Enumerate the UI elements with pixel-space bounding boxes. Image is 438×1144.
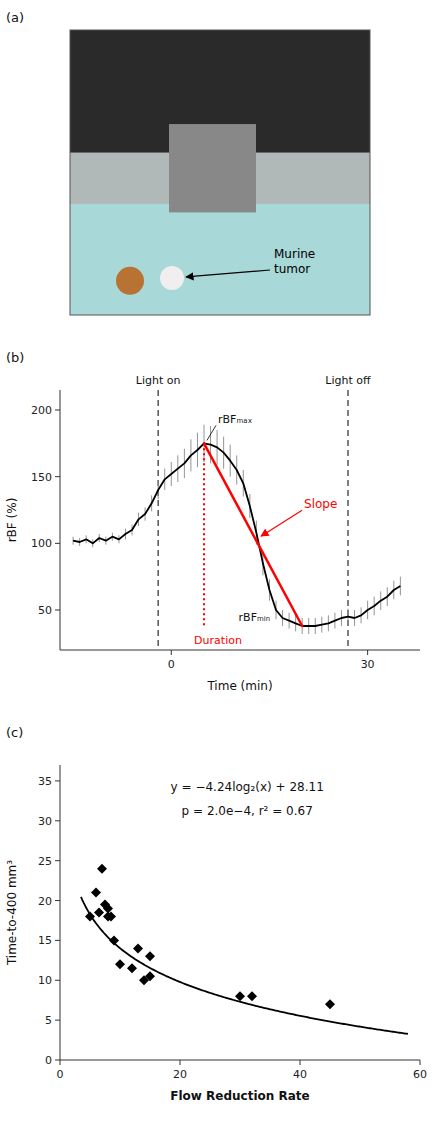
max-label: rBFₘₐₓ	[218, 413, 253, 426]
y-tick	[55, 860, 60, 861]
x-tick-label: 30	[361, 658, 375, 671]
y-tick	[55, 476, 60, 477]
photo-cylinder	[169, 124, 256, 212]
scatter-point	[97, 864, 107, 874]
fit-curve	[81, 897, 408, 1034]
x-tick-label: 20	[173, 1068, 187, 1081]
y-tick-label: 30	[38, 815, 52, 828]
scatter-point	[94, 908, 104, 918]
scatter-point	[106, 911, 116, 921]
panel-label: (c)	[6, 725, 23, 740]
y-tick	[55, 780, 60, 781]
y-tick	[55, 1060, 60, 1061]
x-tick-label: 40	[293, 1068, 307, 1081]
y-tick	[55, 1020, 60, 1021]
y-tick-label: 150	[31, 471, 52, 484]
duration-label: Duration	[194, 634, 242, 647]
x-tick	[180, 1060, 181, 1065]
event-label: Light on	[136, 374, 181, 387]
photo-coin	[116, 267, 144, 295]
y-tick	[55, 980, 60, 981]
x-axis	[60, 650, 420, 651]
y-tick-label: 200	[31, 404, 52, 417]
x-tick-label: 0	[57, 1068, 64, 1081]
annotation-line: Murine	[274, 247, 315, 261]
annotation-arrow	[186, 270, 270, 277]
x-axis-label: Flow Reduction Rate	[170, 1089, 309, 1103]
y-tick	[55, 410, 60, 411]
y-tick-label: 15	[38, 934, 52, 947]
event-label: Light off	[325, 374, 371, 387]
scatter-point	[145, 971, 155, 981]
annotation: Murinetumor	[274, 247, 315, 276]
x-tick	[420, 1060, 421, 1065]
y-tick	[55, 820, 60, 821]
scatter-point	[91, 888, 101, 898]
panel-label: (b)	[6, 350, 24, 365]
plot-area	[81, 864, 408, 1034]
y-tick-label: 20	[38, 895, 52, 908]
annotation: p = 2.0e−4, r² = 0.67	[182, 804, 313, 818]
scatter-point	[247, 991, 257, 1001]
x-tick	[300, 1060, 301, 1065]
max-connector	[207, 425, 216, 440]
plot-area	[73, 390, 400, 650]
x-tick	[60, 1060, 61, 1065]
y-tick-label: 50	[38, 604, 52, 617]
x-tick	[367, 650, 368, 655]
y-tick	[55, 900, 60, 901]
scatter-point	[85, 911, 95, 921]
x-tick-label: 0	[168, 658, 175, 671]
photo-tumor	[160, 266, 184, 290]
scatter-point	[109, 935, 119, 945]
duration-line	[203, 443, 205, 626]
y-tick	[55, 610, 60, 611]
y-tick-label: 5	[45, 1014, 52, 1027]
panel-b: 0 30 50 100 150 200 Time (min) rBF (%) (b) Light …	[5, 350, 420, 693]
event-line	[347, 390, 349, 650]
y-tick-label: 100	[31, 537, 52, 550]
y-axis-label: Time-to-400 mm³	[5, 860, 19, 966]
annotation-line: tumor	[274, 262, 310, 276]
photo-ice-packs	[70, 204, 370, 315]
scatter-point	[127, 963, 137, 973]
y-tick-label: 35	[38, 775, 52, 788]
x-tick	[171, 650, 172, 655]
y-axis	[60, 390, 61, 650]
scatter-point	[133, 943, 143, 953]
scatter-point	[235, 991, 245, 1001]
slope-arrow	[261, 510, 302, 536]
y-tick-label: 10	[38, 974, 52, 987]
photo-panel: (a) Murinetumor	[6, 10, 370, 315]
scatter-point	[115, 959, 125, 969]
y-axis	[60, 765, 61, 1060]
photo-border	[70, 30, 370, 315]
x-axis-label: Time (min)	[206, 679, 272, 693]
y-tick	[55, 940, 60, 941]
panel-label: (a)	[6, 10, 24, 25]
min-label: rBFₘᵢₙ	[239, 611, 271, 624]
y-tick-label: 25	[38, 855, 52, 868]
annotation: y = −4.24log₂(x) + 28.11	[171, 780, 324, 794]
rbf-line	[73, 443, 400, 626]
scatter-point	[325, 999, 335, 1009]
photo-background	[70, 30, 370, 315]
panel-c: 0 20 40 60 0 5 10 15 20 25 30 35 Flow Reduction Rate…	[5, 725, 427, 1103]
y-tick	[55, 543, 60, 544]
figure: (a)Murinetumor03050100150200Time (min)rB…	[0, 0, 438, 1144]
slope-label: Slope	[304, 497, 337, 511]
y-tick-label: 0	[45, 1054, 52, 1067]
event-line	[157, 390, 159, 650]
x-tick-label: 60	[413, 1068, 427, 1081]
slope-line	[204, 443, 302, 626]
x-axis	[60, 1060, 420, 1061]
scatter-point	[145, 951, 155, 961]
y-axis-label: rBF (%)	[5, 498, 19, 543]
